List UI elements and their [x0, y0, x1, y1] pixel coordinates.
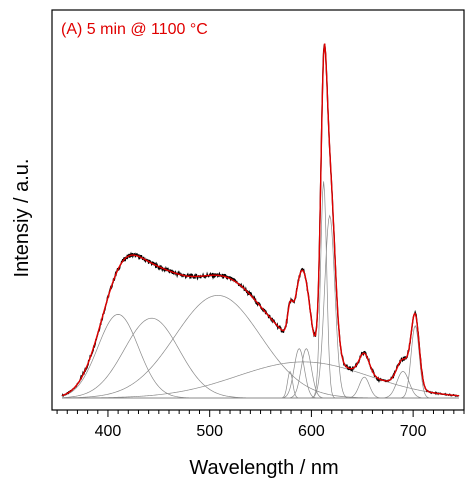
component-curve [62, 371, 459, 399]
component-curve [62, 376, 459, 399]
panel-annotation: (A) 5 min @ 1100 °C [61, 21, 208, 38]
component-curve [62, 348, 459, 399]
component-curve [62, 317, 459, 399]
component-curve [62, 348, 459, 399]
plot-frame [51, 9, 465, 411]
x-tick-label: 500 [196, 423, 223, 440]
component-curve [62, 295, 459, 399]
component-curve [62, 324, 459, 399]
x-axis-title: Wavelength / nm [189, 457, 338, 479]
x-tick-label: 400 [95, 423, 122, 440]
y-axis-title: Intensiy / a.u. [11, 159, 33, 278]
x-tick-label: 700 [400, 423, 427, 440]
x-axis-ticks [56, 410, 465, 417]
x-tick-label: 600 [298, 423, 325, 440]
component-curve [62, 361, 459, 399]
component-curve [62, 181, 459, 399]
x-axis-tick-labels: 400 500 600 700 [95, 423, 427, 440]
fit-curve-line [61, 43, 459, 397]
measured-spectrum-line [61, 43, 460, 398]
component-curves [62, 181, 459, 399]
